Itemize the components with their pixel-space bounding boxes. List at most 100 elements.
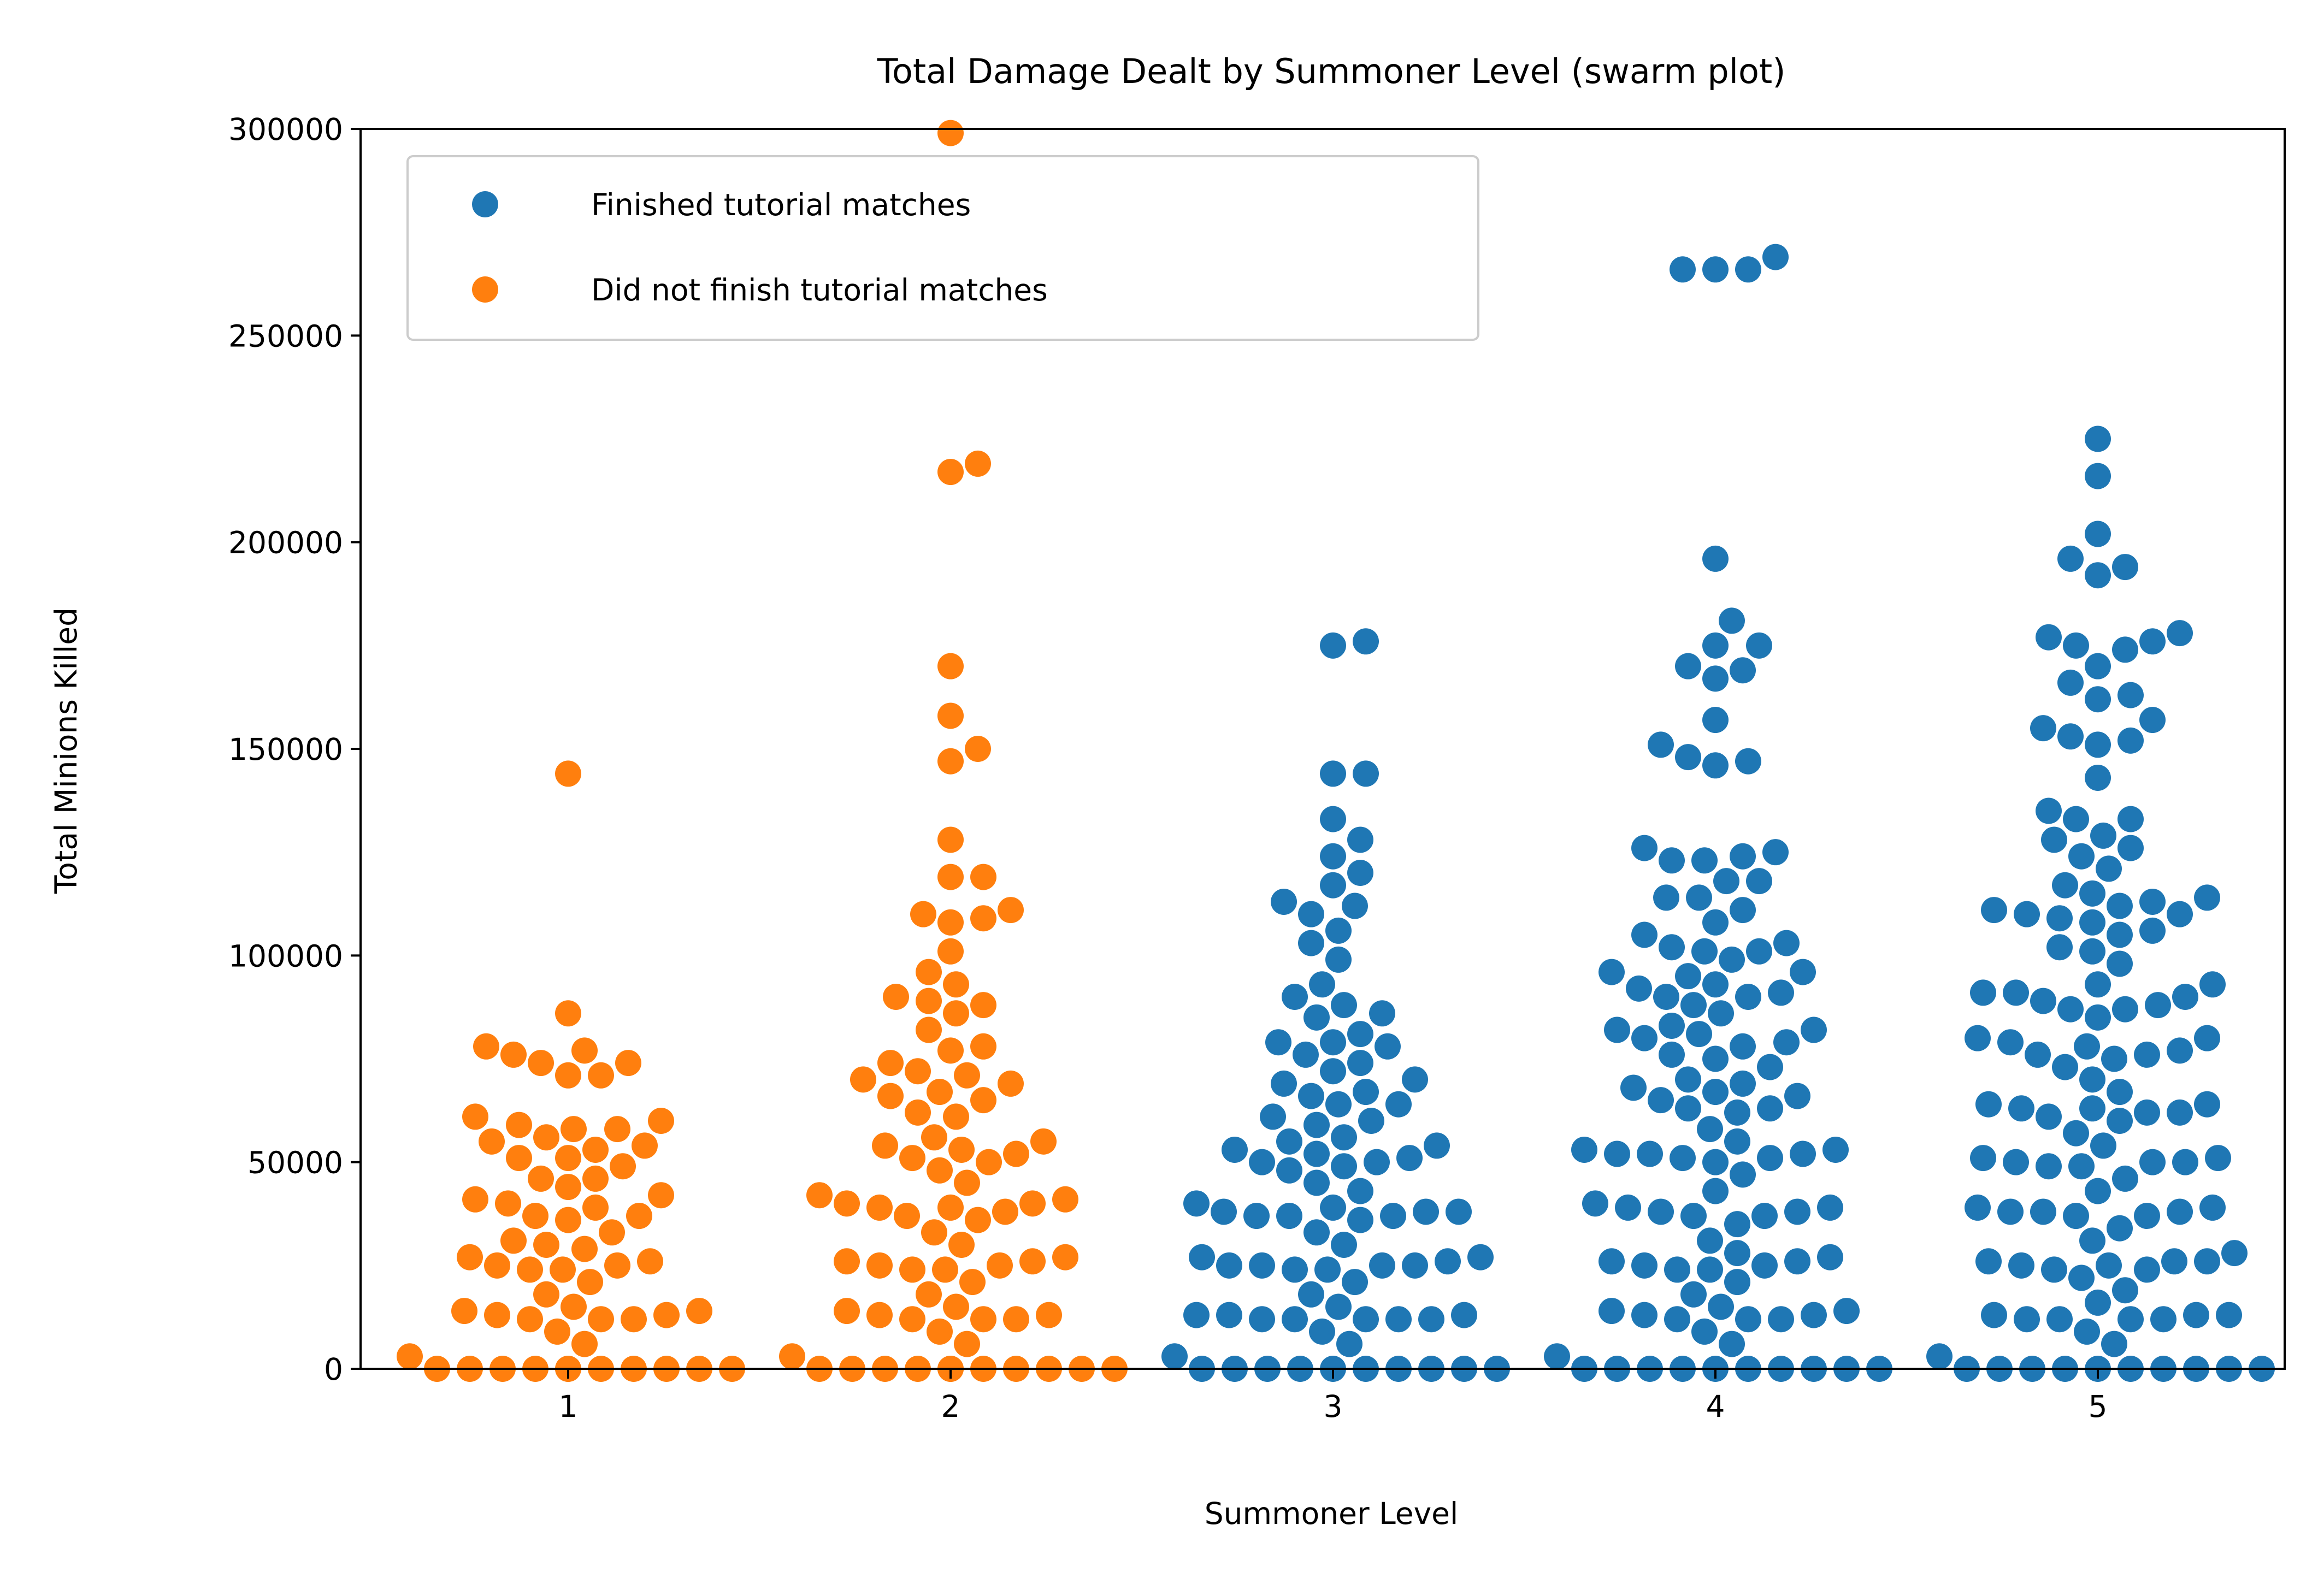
data-point <box>1303 1112 1330 1138</box>
data-point <box>686 1298 712 1325</box>
data-point <box>2036 624 2062 651</box>
data-point <box>1751 1203 1778 1230</box>
data-point <box>1680 1281 1707 1308</box>
data-point <box>1757 1054 1783 1080</box>
data-point <box>937 459 964 486</box>
data-point <box>2107 921 2133 948</box>
data-point <box>484 1252 510 1279</box>
data-point <box>2117 682 2144 708</box>
data-point <box>2063 1120 2089 1146</box>
data-point <box>2167 620 2193 647</box>
data-point <box>1659 1012 1685 1039</box>
data-point <box>1249 1252 1275 1279</box>
data-point <box>834 1190 860 1217</box>
data-point <box>1659 847 1685 874</box>
data-point <box>2221 1240 2248 1267</box>
data-point <box>2085 562 2111 589</box>
data-point <box>1353 1306 1379 1333</box>
x-tick-label: 4 <box>1706 1389 1725 1424</box>
data-point <box>577 1269 603 1296</box>
data-point <box>2107 1215 2133 1242</box>
data-point <box>1719 607 1745 634</box>
data-point <box>632 1132 658 1159</box>
data-point <box>1320 1058 1346 1085</box>
data-point <box>1702 707 1729 734</box>
data-point <box>1260 1103 1286 1130</box>
data-point <box>1981 897 2007 924</box>
data-point <box>2025 1041 2051 1068</box>
data-point <box>2057 996 2084 1023</box>
data-point <box>1686 1021 1712 1048</box>
data-point <box>954 1062 980 1089</box>
data-point <box>1675 963 1701 990</box>
data-point <box>555 1174 581 1201</box>
data-point <box>2167 1198 2193 1225</box>
data-point <box>1730 897 1756 924</box>
data-point <box>921 1219 947 1246</box>
data-point <box>948 1136 975 1163</box>
data-point <box>2194 1025 2220 1051</box>
data-point <box>970 1306 996 1333</box>
data-point <box>1648 731 1674 758</box>
data-point <box>2172 984 2198 1010</box>
data-point <box>1276 1157 1302 1184</box>
data-point <box>1675 744 1701 771</box>
data-point <box>1446 1198 1472 1225</box>
data-point <box>484 1302 510 1328</box>
data-point <box>1702 1045 1729 1072</box>
data-point <box>866 1252 893 1279</box>
data-point <box>1353 1079 1379 1106</box>
data-point <box>1331 1153 1357 1180</box>
data-point <box>965 450 991 477</box>
data-point <box>1702 632 1729 659</box>
data-point <box>943 1103 969 1130</box>
data-point <box>1451 1302 1477 1328</box>
data-point <box>1282 984 1308 1010</box>
data-point <box>992 1198 1018 1225</box>
data-point <box>1926 1343 1953 1370</box>
data-point <box>604 1116 630 1143</box>
data-point <box>571 1037 598 1064</box>
data-point <box>1320 843 1346 870</box>
data-point <box>2003 979 2029 1006</box>
data-point <box>1582 1190 1608 1217</box>
data-point <box>561 1293 587 1320</box>
data-point <box>1691 1318 1718 1345</box>
data-point <box>1325 917 1352 944</box>
data-point <box>1659 934 1685 961</box>
data-point <box>1303 1004 1330 1031</box>
data-point <box>943 971 969 998</box>
data-point <box>998 1070 1024 1097</box>
data-point <box>1369 1252 1395 1279</box>
data-point <box>2046 934 2073 961</box>
data-point <box>397 1343 423 1370</box>
data-point <box>1320 760 1346 787</box>
data-point <box>2008 1252 2034 1279</box>
data-point <box>1309 971 1335 998</box>
data-point <box>937 653 964 679</box>
data-point <box>1702 1149 1729 1175</box>
data-point <box>500 1227 527 1254</box>
y-tick-label: 250000 <box>228 318 343 353</box>
data-point <box>1402 1252 1428 1279</box>
x-tick-label: 5 <box>2089 1389 2108 1424</box>
data-point <box>927 1157 953 1184</box>
data-point <box>1309 1318 1335 1345</box>
legend: Finished tutorial matches Did not finish… <box>406 155 1479 341</box>
data-point <box>1271 1070 1297 1097</box>
data-point <box>1724 1269 1750 1296</box>
data-point <box>1347 860 1373 886</box>
data-point <box>2112 554 2138 581</box>
data-point <box>1216 1252 1242 1279</box>
data-point <box>937 748 964 775</box>
data-point <box>495 1190 521 1217</box>
data-point <box>1751 1252 1778 1279</box>
data-point <box>1626 975 1652 1002</box>
data-point <box>2194 1091 2220 1118</box>
data-point <box>1833 1298 1860 1325</box>
data-point <box>555 1145 581 1172</box>
data-point <box>1183 1190 1210 1217</box>
data-point <box>1276 1203 1302 1230</box>
data-point <box>1675 1066 1701 1093</box>
y-tick-label: 200000 <box>228 525 343 560</box>
